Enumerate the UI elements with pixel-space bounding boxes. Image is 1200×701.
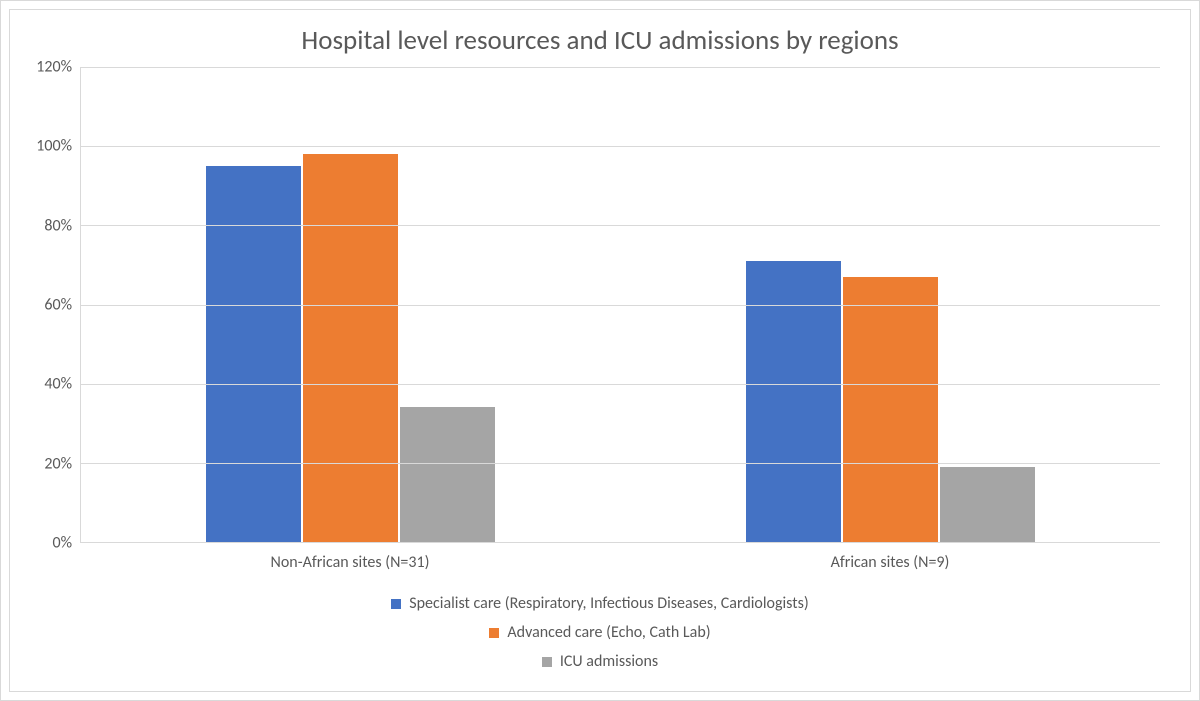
bar	[746, 261, 841, 542]
gridline	[80, 384, 1160, 385]
chart-container: Hospital level resources and ICU admissi…	[0, 0, 1200, 701]
bar	[303, 154, 398, 542]
chart-inner: Hospital level resources and ICU admissi…	[9, 9, 1191, 692]
gridline	[80, 225, 1160, 226]
x-tick-label: African sites (N=9)	[620, 543, 1160, 588]
legend-swatch	[391, 599, 401, 609]
gridline	[80, 463, 1160, 464]
gridline	[80, 67, 1160, 68]
x-axis-labels: Non-African sites (N=31)African sites (N…	[10, 543, 1190, 588]
y-axis: 0%20%40%60%80%100%120%	[20, 67, 80, 543]
y-tick-label: 100%	[36, 137, 72, 156]
gridline	[80, 305, 1160, 306]
legend: Specialist care (Respiratory, Infectious…	[10, 588, 1190, 691]
plot-wrap: 0%20%40%60%80%100%120%	[10, 67, 1190, 543]
y-tick-label: 60%	[44, 296, 72, 315]
legend-item: Specialist care (Respiratory, Infectious…	[391, 594, 808, 613]
legend-label: Specialist care (Respiratory, Infectious…	[409, 594, 808, 613]
bar	[940, 467, 1035, 542]
bar	[843, 277, 938, 542]
y-tick-label: 40%	[44, 375, 72, 394]
legend-swatch	[489, 628, 499, 638]
y-tick-label: 80%	[44, 216, 72, 235]
plot-area	[80, 67, 1160, 543]
bar	[206, 166, 301, 542]
legend-label: ICU admissions	[560, 652, 658, 671]
y-tick-label: 20%	[44, 454, 72, 473]
legend-label: Advanced care (Echo, Cath Lab)	[507, 623, 710, 642]
legend-swatch	[542, 657, 552, 667]
y-tick-label: 120%	[36, 58, 72, 77]
y-tick-label: 0%	[52, 534, 72, 553]
chart-title: Hospital level resources and ICU admissi…	[10, 10, 1190, 67]
legend-item: Advanced care (Echo, Cath Lab)	[489, 623, 710, 642]
legend-item: ICU admissions	[542, 652, 658, 671]
gridline	[80, 146, 1160, 147]
bar	[400, 407, 495, 542]
x-tick-label: Non-African sites (N=31)	[80, 543, 620, 588]
